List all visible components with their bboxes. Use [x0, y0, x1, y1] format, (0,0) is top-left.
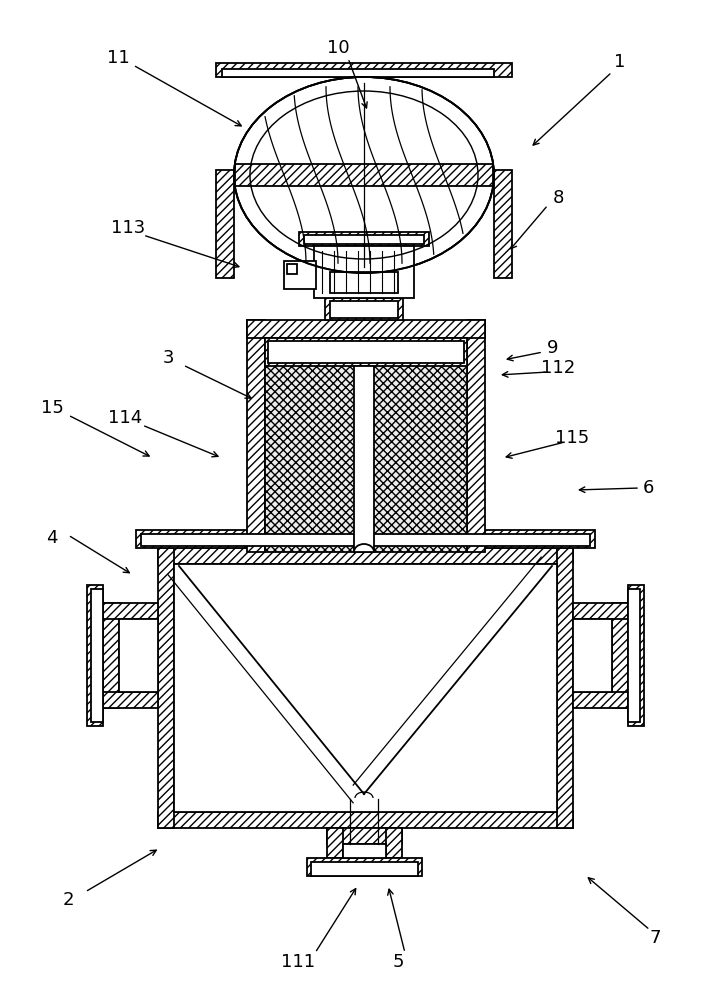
Text: 7: 7	[649, 929, 661, 947]
Text: 10: 10	[327, 39, 349, 57]
Bar	[612, 603, 628, 708]
Bar	[284, 261, 316, 289]
Text: 8: 8	[553, 189, 563, 207]
Bar	[299, 232, 429, 246]
Bar	[87, 585, 103, 726]
Bar	[103, 603, 119, 708]
Text: 5: 5	[392, 953, 404, 971]
Bar	[573, 619, 612, 692]
Bar	[628, 589, 640, 722]
Text: 15: 15	[41, 399, 63, 417]
Bar	[158, 548, 573, 564]
Bar	[222, 69, 494, 77]
Bar	[158, 812, 573, 828]
Bar	[265, 338, 467, 552]
Bar	[141, 534, 590, 546]
Bar	[325, 298, 403, 320]
Bar	[330, 272, 398, 293]
Bar	[247, 320, 485, 338]
Bar	[158, 548, 174, 828]
Bar	[327, 828, 402, 844]
Bar	[103, 603, 158, 619]
Text: 4: 4	[47, 529, 58, 547]
Bar	[119, 619, 158, 692]
Bar	[103, 692, 158, 708]
Bar	[325, 268, 403, 296]
Bar	[287, 264, 297, 274]
Text: 112: 112	[541, 359, 575, 377]
Bar	[265, 338, 467, 366]
Bar	[174, 564, 557, 812]
Text: 1: 1	[614, 53, 625, 71]
Bar	[628, 585, 644, 726]
Bar	[573, 692, 628, 708]
Text: 111: 111	[281, 953, 315, 971]
Text: 2: 2	[63, 891, 74, 909]
Text: 3: 3	[162, 349, 174, 367]
Bar	[467, 320, 485, 552]
Bar	[216, 170, 234, 278]
Bar	[304, 235, 424, 244]
Bar	[235, 164, 493, 186]
Bar	[557, 548, 573, 828]
Bar	[343, 844, 386, 858]
Bar	[354, 366, 374, 552]
Text: 6: 6	[642, 479, 654, 497]
Bar	[268, 341, 464, 363]
Bar	[314, 246, 414, 298]
Bar	[136, 530, 595, 548]
Bar	[330, 301, 398, 318]
Bar	[327, 828, 343, 858]
Bar	[91, 589, 103, 722]
Bar	[307, 858, 422, 876]
Text: 9: 9	[547, 339, 559, 357]
Text: 113: 113	[111, 219, 145, 237]
Bar	[216, 63, 512, 77]
Bar	[311, 862, 418, 876]
Text: 114: 114	[108, 409, 142, 427]
Text: 11: 11	[106, 49, 130, 67]
Bar	[386, 828, 402, 858]
Bar	[573, 603, 628, 619]
Bar	[494, 170, 512, 278]
Bar	[247, 320, 265, 552]
Text: 115: 115	[555, 429, 589, 447]
